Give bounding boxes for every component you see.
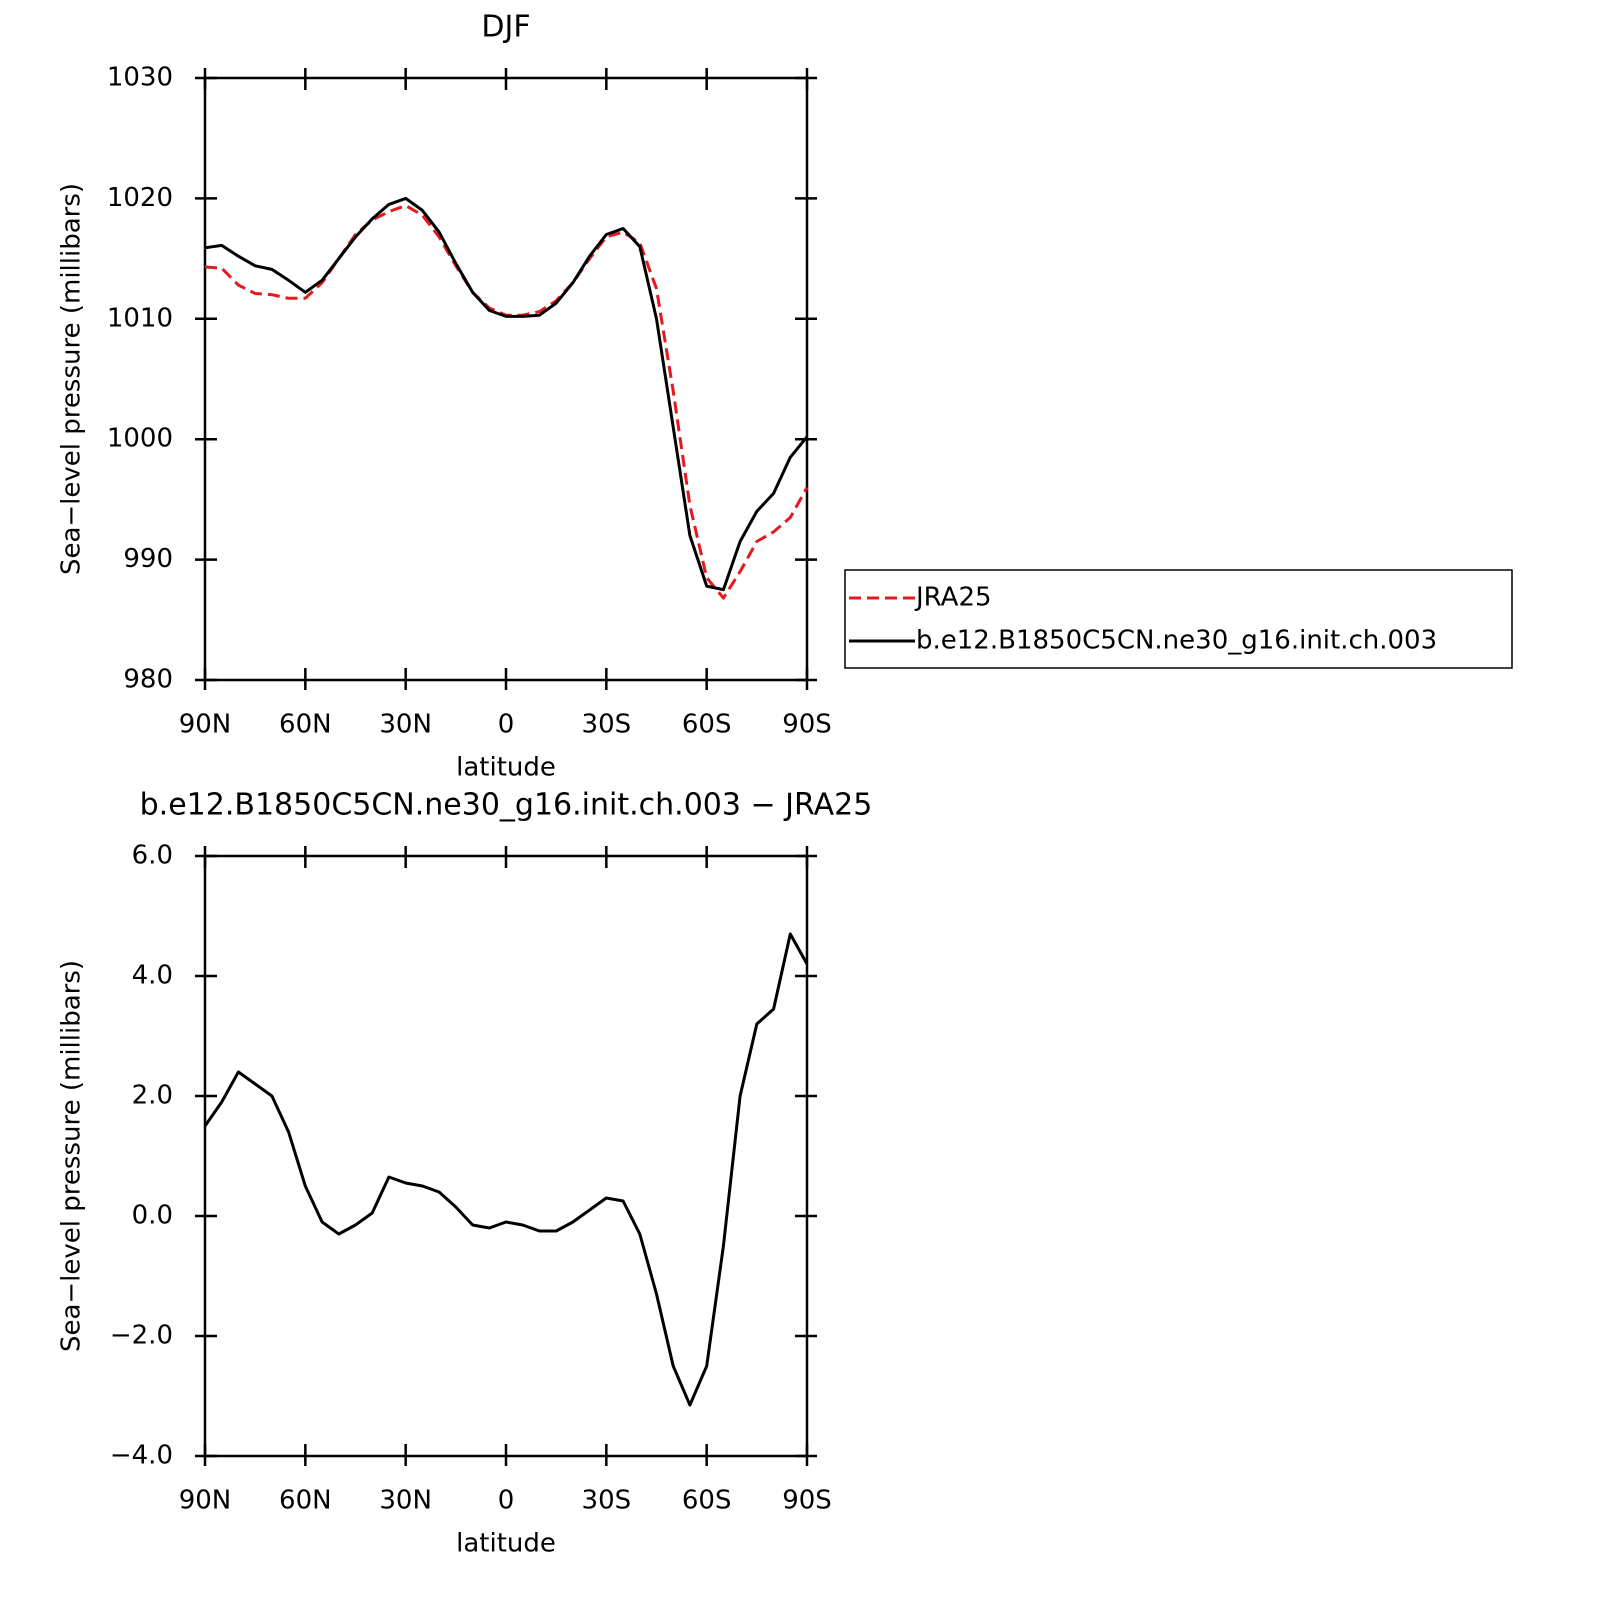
x-tick-label: 90S: [782, 1486, 832, 1516]
x-tick-label: 0: [498, 710, 515, 740]
y-axis-label: Sea−level pressure (millibars): [57, 960, 87, 1352]
legend-label: b.e12.B1850C5CN.ne30_g16.init.ch.003: [916, 626, 1437, 656]
y-axis-label: Sea−level pressure (millibars): [57, 183, 87, 575]
chart-title: DJF: [481, 10, 530, 45]
x-tick-label: 30S: [582, 1486, 632, 1516]
data-line: [204, 204, 809, 600]
y-tick-label: −2.0: [110, 1321, 173, 1351]
data-line: [204, 196, 809, 592]
y-tick-label: 980: [123, 665, 173, 695]
y-tick-label: 1020: [107, 183, 173, 213]
data-line: [203, 932, 809, 1407]
y-tick-label: 6.0: [132, 841, 173, 871]
y-tick-label: 0.0: [132, 1201, 173, 1231]
legend-box: [844, 569, 1513, 669]
x-tick-label: 60S: [682, 1486, 732, 1516]
x-tick-label: 30S: [582, 710, 632, 740]
y-tick-label: 4.0: [132, 961, 173, 991]
x-tick-label: 60N: [279, 1486, 332, 1516]
chart-title: b.e12.B1850C5CN.ne30_g16.init.ch.003 − J…: [140, 788, 873, 823]
x-tick-label: 30N: [379, 1486, 432, 1516]
x-tick-label: 90S: [782, 710, 832, 740]
y-tick-label: 2.0: [132, 1081, 173, 1111]
x-tick-label: 60N: [279, 710, 332, 740]
x-tick-label: 90N: [179, 1486, 232, 1516]
y-tick-label: −4.0: [110, 1441, 173, 1471]
x-tick-label: 30N: [379, 710, 432, 740]
y-tick-label: 990: [123, 544, 173, 574]
x-tick-label: 60S: [682, 710, 732, 740]
legend-label: JRA25: [914, 583, 992, 613]
x-tick-label: 0: [498, 1486, 515, 1516]
x-tick-label: 90N: [179, 710, 232, 740]
y-tick-label: 1010: [107, 303, 173, 333]
y-tick-label: 1000: [107, 424, 173, 454]
y-tick-label: 1030: [107, 63, 173, 93]
x-axis-label: latitude: [456, 1529, 556, 1559]
x-axis-label: latitude: [456, 753, 556, 783]
